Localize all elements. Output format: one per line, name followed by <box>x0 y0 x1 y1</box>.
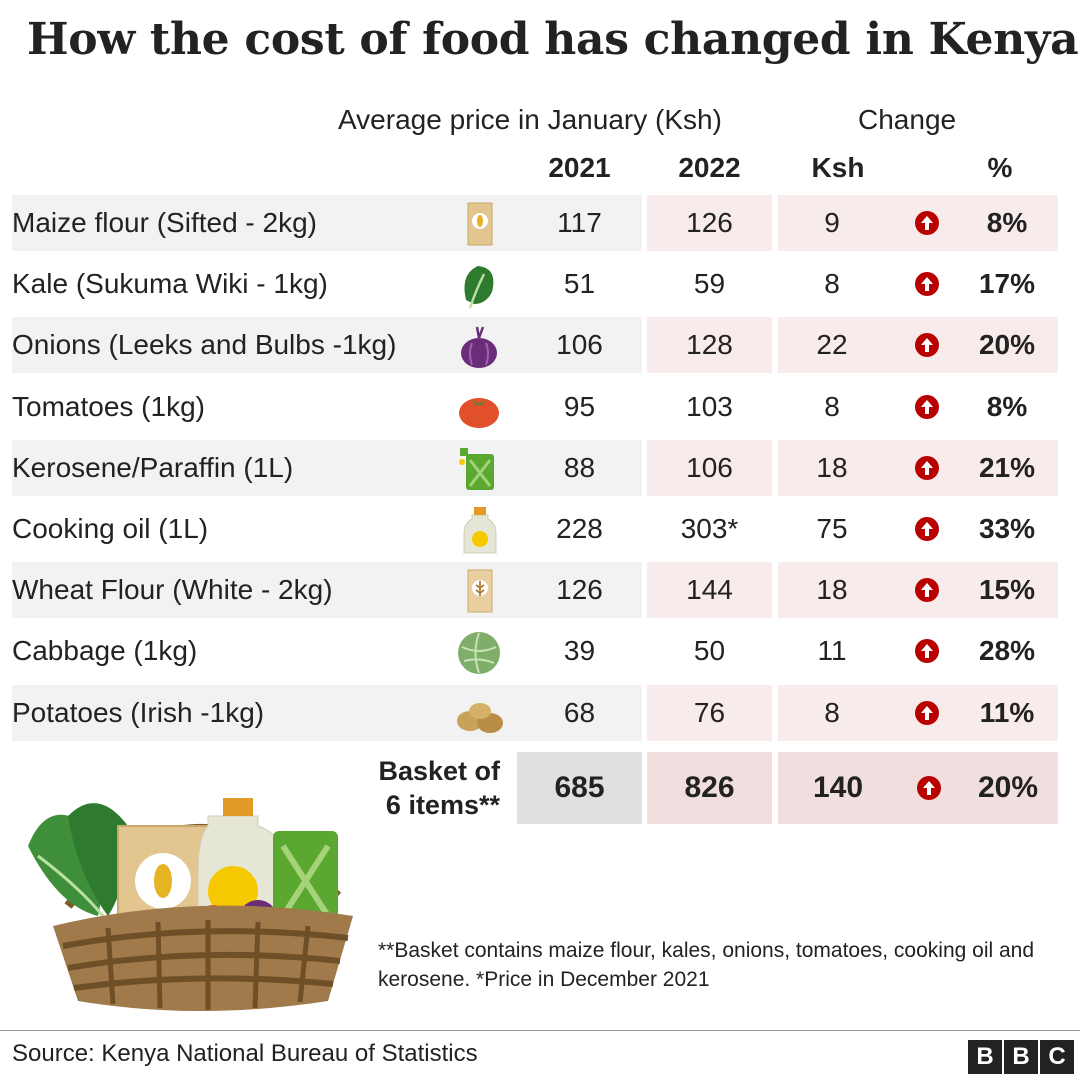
up-arrow-icon <box>915 333 939 358</box>
kale-icon <box>464 266 494 309</box>
value-2022: 76 <box>647 684 772 741</box>
table-row: Cooking oil (1L) 228 303* 75 33% <box>12 501 1058 557</box>
item-label: Maize flour (Sifted - 2kg) <box>12 195 517 251</box>
jerrycan-icon <box>459 447 494 490</box>
basket-change-cell: 140 20% <box>778 752 1058 824</box>
value-2022: 126 <box>647 195 772 251</box>
item-label: Tomatoes (1kg) <box>12 378 517 435</box>
col-ksh-header: Ksh <box>811 152 865 183</box>
value-2022: 128 <box>647 317 772 374</box>
source-note: Source: Kenya National Bureau of Statist… <box>12 1040 478 1067</box>
cabbage-icon <box>458 632 500 675</box>
potatoes-icon <box>457 702 503 733</box>
up-arrow-icon <box>915 211 939 235</box>
item-label: Potatoes (Irish -1kg) <box>12 684 517 741</box>
up-arrow-icon <box>915 517 939 541</box>
item-label: Onions (Leeks and Bulbs -1kg) <box>12 317 517 374</box>
value-2022: 103 <box>686 390 733 422</box>
up-arrow-icon <box>915 394 939 419</box>
table-row: Potatoes (Irish -1kg) 68 76 8 11% <box>12 684 1058 741</box>
maize-flour-bag-icon <box>467 202 493 246</box>
table-row: Tomatoes (1kg) 95 103 8 8% <box>12 378 1058 435</box>
item-label: Kale (Sukuma Wiki - 1kg) <box>12 256 517 313</box>
kale-leaves-icon <box>28 803 128 917</box>
basket-2022-value: 826 <box>647 752 772 824</box>
footnote: **Basket contains maize flour, kales, on… <box>378 939 1035 991</box>
tomato-icon <box>459 397 499 428</box>
col-pct-header: % <box>987 152 1013 183</box>
col-2022-header: 2022 <box>678 152 741 183</box>
change-pct-value: 8% <box>986 390 1028 422</box>
change-ksh-value: 18 <box>816 574 848 606</box>
table-row: Wheat Flour (White - 2kg) 126 144 18 15% <box>12 562 1058 619</box>
item-label: Kerosene/Paraffin (1L) <box>12 439 517 496</box>
basket-label: Basket of 6 items** <box>330 754 500 822</box>
table-row: Cabbage (1kg) 39 50 11 28% <box>12 623 1058 680</box>
basket-pct-value: 20% <box>977 771 1039 804</box>
table-row: Kale (Sukuma Wiki - 1kg) 51 59 8 17% <box>12 256 1058 313</box>
up-arrow-icon <box>915 578 939 603</box>
food-basket-illustration <box>28 798 353 1011</box>
value-2022: 106 <box>647 439 772 496</box>
change-header: Change <box>858 104 957 135</box>
change-pct-value: 33% <box>978 513 1036 544</box>
change-pct-value: 28% <box>978 635 1036 667</box>
value-2021: 106 <box>517 317 642 374</box>
up-arrow-icon <box>915 272 939 297</box>
up-arrow-icon <box>917 776 941 800</box>
basket-label-line2: 6 items** <box>385 790 500 820</box>
value-2022: 59 <box>693 268 726 300</box>
value-2022: 303* <box>680 513 739 544</box>
change-ksh-value: 9 <box>824 207 840 238</box>
footer-divider <box>0 1030 1080 1031</box>
item-label: Wheat Flour (White - 2kg) <box>12 562 517 619</box>
value-2021: 95 <box>563 390 596 422</box>
wheat-flour-bag-icon <box>467 569 493 613</box>
basket-ksh-value: 140 <box>812 771 864 804</box>
value-2022: 50 <box>693 635 726 667</box>
value-2021: 39 <box>563 635 596 667</box>
value-2022: 144 <box>647 562 772 619</box>
value-2021: 117 <box>517 195 642 251</box>
change-pct-value: 8% <box>986 207 1028 238</box>
oil-bottle-icon <box>463 507 497 554</box>
up-arrow-icon <box>915 455 939 480</box>
change-ksh-value: 75 <box>816 513 848 544</box>
bbc-logo-b1: B <box>968 1040 1002 1074</box>
value-2021: 126 <box>517 562 642 619</box>
change-ksh-value: 18 <box>816 451 848 483</box>
change-ksh-value: 8 <box>824 696 840 728</box>
change-ksh-value: 8 <box>824 268 840 300</box>
change-pct-value: 15% <box>978 574 1036 606</box>
change-pct-value: 21% <box>978 451 1036 483</box>
value-2021: 68 <box>517 684 642 741</box>
up-arrow-icon <box>915 639 939 664</box>
value-2021: 88 <box>517 439 642 496</box>
table-row: Maize flour (Sifted - 2kg) 117 126 9 8% <box>12 195 1058 251</box>
item-label: Cabbage (1kg) <box>12 623 517 680</box>
change-pct-value: 17% <box>978 268 1036 300</box>
value-2021: 228 <box>556 513 603 544</box>
basket-2021-value: 685 <box>517 752 642 824</box>
up-arrow-icon <box>915 700 939 725</box>
basket-label-line1: Basket of <box>378 756 500 786</box>
chart-title: How the cost of food has changed in Keny… <box>27 14 1079 65</box>
change-pct-value: 11% <box>979 696 1035 728</box>
change-ksh-value: 8 <box>824 390 840 422</box>
bbc-logo-b2: B <box>1004 1040 1038 1074</box>
change-ksh-value: 11 <box>817 635 847 667</box>
table-row: Onions (Leeks and Bulbs -1kg) 106 128 22 20% <box>12 317 1058 374</box>
value-2021: 51 <box>563 268 596 300</box>
onion-icon <box>461 326 497 369</box>
avg-price-header: Average price in January (Ksh) <box>338 104 722 135</box>
change-pct-value: 20% <box>978 329 1036 361</box>
item-label: Cooking oil (1L) <box>12 501 517 557</box>
bbc-logo-c: C <box>1040 1040 1074 1074</box>
change-ksh-value: 22 <box>816 329 848 361</box>
col-2021-header: 2021 <box>548 152 611 183</box>
table-row: Kerosene/Paraffin (1L) 88 106 18 21% <box>12 439 1058 496</box>
